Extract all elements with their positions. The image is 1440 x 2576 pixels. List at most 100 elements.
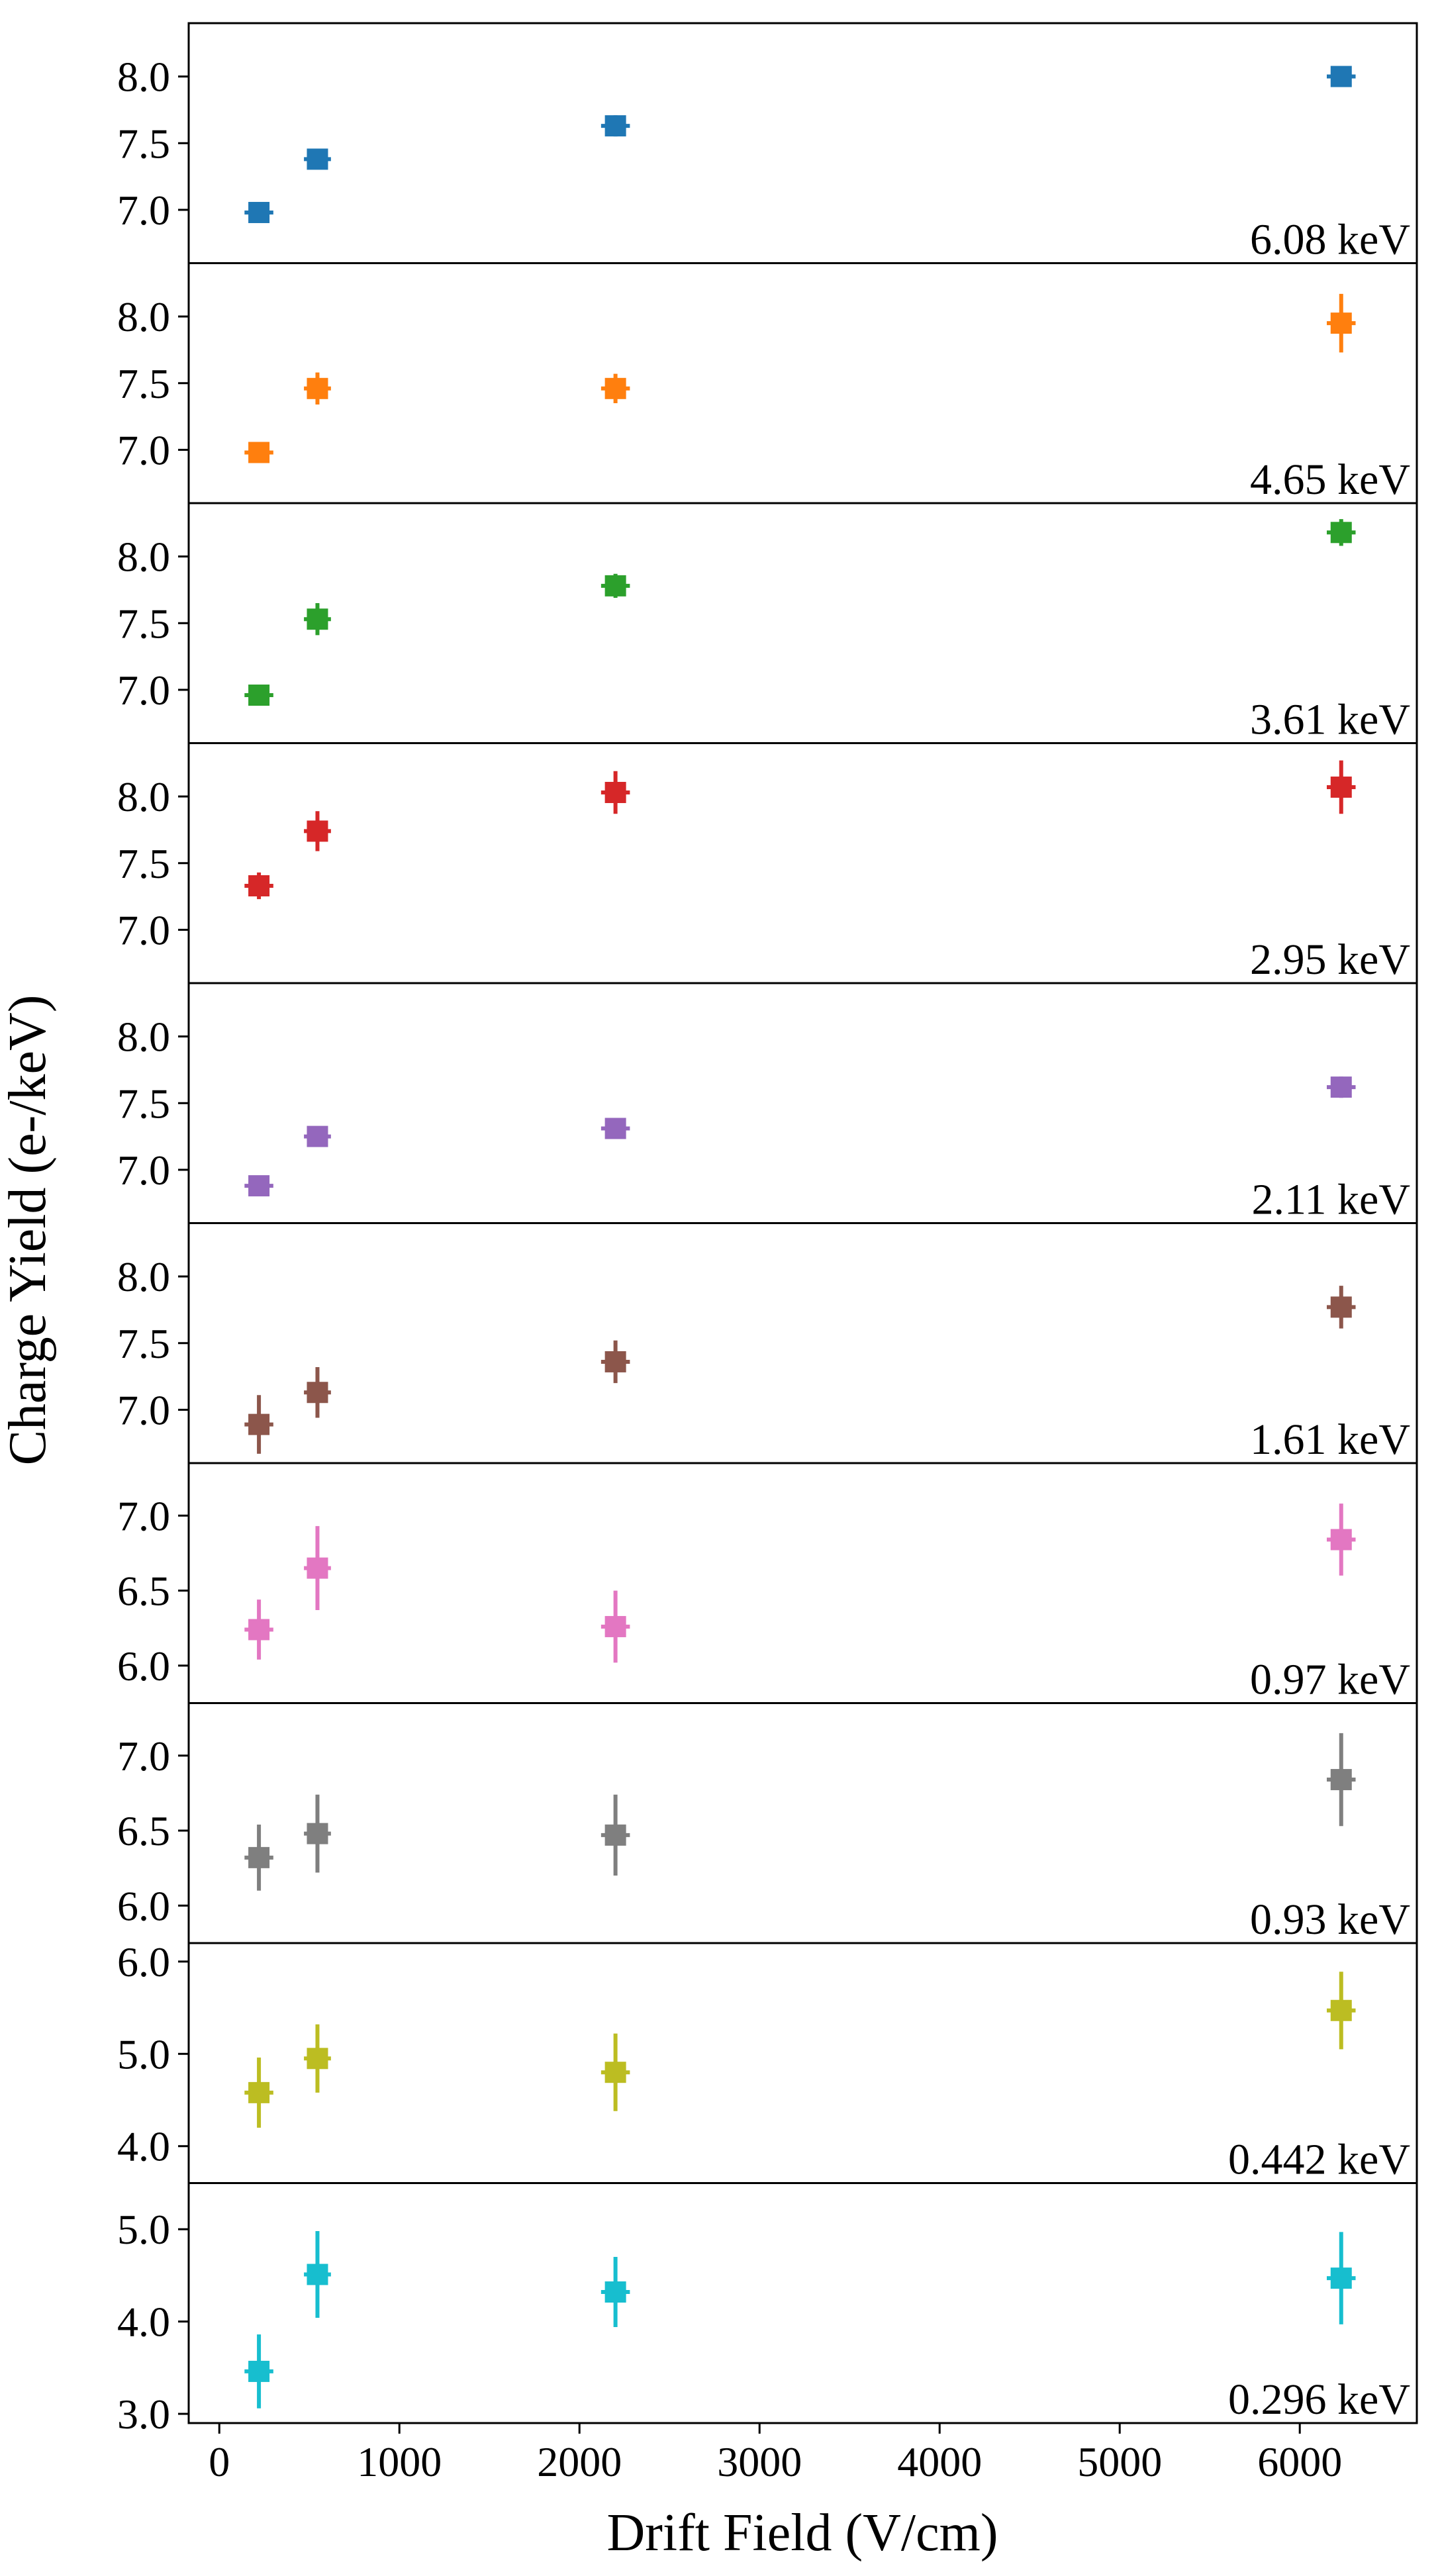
data-point bbox=[600, 2257, 630, 2327]
y-tick-label: 7.5 bbox=[117, 840, 170, 887]
y-tick-label: 6.5 bbox=[117, 1568, 170, 1615]
point-marker bbox=[248, 1413, 270, 1435]
panel-frame bbox=[187, 22, 1418, 264]
point-marker bbox=[604, 1351, 626, 1372]
point-marker bbox=[307, 820, 328, 842]
panel-5: 7.0 7.5 8.0 2.11 keV bbox=[117, 982, 1418, 1224]
y-tick-label: 5.0 bbox=[117, 2030, 170, 2077]
point-marker bbox=[307, 1382, 328, 1404]
point-marker bbox=[248, 442, 270, 463]
panel-energy-label: 4.65 keV bbox=[1250, 455, 1410, 504]
data-point bbox=[1327, 1286, 1356, 1329]
data-point bbox=[304, 1526, 331, 1611]
data-point bbox=[304, 1125, 331, 1147]
panel-frame bbox=[187, 1222, 1418, 1464]
panel-frame bbox=[187, 1702, 1418, 1944]
panel-9: 4.0 5.0 6.0 0.442 keV bbox=[117, 1938, 1418, 2184]
point-marker bbox=[307, 377, 328, 399]
y-axis-title: Charge Yield (e-/keV) bbox=[0, 995, 57, 1466]
panel-frame bbox=[187, 2182, 1418, 2424]
data-point bbox=[304, 2231, 331, 2318]
panel-energy-label: 6.08 keV bbox=[1250, 216, 1410, 264]
y-tick-label: 4.0 bbox=[117, 2123, 170, 2170]
y-tick-label: 8.0 bbox=[117, 54, 170, 101]
point-marker bbox=[604, 2062, 626, 2083]
y-tick-label: 7.0 bbox=[117, 667, 170, 714]
data-point bbox=[304, 811, 331, 851]
data-point bbox=[1327, 519, 1356, 546]
x-tick-label: 2000 bbox=[537, 2438, 622, 2485]
point-marker bbox=[1330, 1769, 1352, 1791]
y-tick-label: 6.0 bbox=[117, 1643, 170, 1690]
panel-energy-label: 0.97 keV bbox=[1250, 1656, 1410, 1704]
y-tick-label: 6.5 bbox=[117, 1807, 170, 1854]
point-marker bbox=[1330, 1529, 1352, 1550]
point-marker bbox=[307, 1125, 328, 1147]
data-point bbox=[304, 2024, 331, 2093]
y-tick-label: 7.0 bbox=[117, 187, 170, 234]
data-point bbox=[244, 1175, 273, 1197]
data-point bbox=[244, 2057, 273, 2128]
point-marker bbox=[1330, 1999, 1352, 2021]
y-tick-label: 6.0 bbox=[117, 1882, 170, 1929]
panel-8: 6.0 6.5 7.0 0.93 keV bbox=[117, 1702, 1418, 1944]
data-point bbox=[1327, 293, 1356, 353]
y-tick-label: 7.5 bbox=[117, 120, 170, 167]
y-tick-label: 8.0 bbox=[117, 1253, 170, 1300]
point-marker bbox=[604, 1615, 626, 1637]
y-tick-label: 7.5 bbox=[117, 1320, 170, 1367]
data-point bbox=[304, 1794, 331, 1873]
panel-energy-label: 3.61 keV bbox=[1250, 696, 1410, 744]
point-marker bbox=[1330, 66, 1352, 87]
panel-2: 7.0 7.5 8.0 4.65 keV bbox=[117, 262, 1418, 504]
y-tick-label: 7.0 bbox=[117, 1492, 170, 1539]
data-point bbox=[304, 148, 331, 170]
point-marker bbox=[604, 2281, 626, 2303]
panel-frame bbox=[187, 1462, 1418, 1704]
panel-energy-label: 2.11 keV bbox=[1251, 1176, 1410, 1224]
data-point bbox=[1327, 1076, 1356, 1098]
data-point bbox=[600, 115, 630, 137]
data-point bbox=[244, 201, 273, 223]
y-tick-label: 8.0 bbox=[117, 293, 170, 340]
data-point bbox=[244, 1395, 273, 1454]
point-marker bbox=[248, 875, 270, 896]
data-point bbox=[1327, 760, 1356, 814]
point-marker bbox=[1330, 1076, 1352, 1098]
y-tick-label: 7.5 bbox=[117, 1080, 170, 1127]
point-marker bbox=[604, 115, 626, 137]
y-tick-label: 7.5 bbox=[117, 600, 170, 647]
panel-energy-label: 2.95 keV bbox=[1250, 935, 1410, 984]
point-marker bbox=[248, 1175, 270, 1197]
point-marker bbox=[1330, 1296, 1352, 1318]
data-point bbox=[244, 685, 273, 706]
y-tick-label: 8.0 bbox=[117, 773, 170, 820]
y-tick-label: 7.0 bbox=[117, 426, 170, 473]
point-marker bbox=[248, 1846, 270, 1868]
data-point bbox=[244, 872, 273, 900]
panel-energy-label: 0.442 keV bbox=[1228, 2136, 1410, 2184]
data-point bbox=[1327, 1503, 1356, 1576]
data-point bbox=[244, 442, 273, 463]
panel-10: 3.0 4.0 5.0 0.296 keV bbox=[117, 2182, 1418, 2438]
data-point bbox=[304, 603, 331, 636]
data-point bbox=[600, 1590, 630, 1663]
data-point bbox=[1327, 66, 1356, 87]
x-tick-label: 0 bbox=[209, 2438, 230, 2485]
data-point bbox=[600, 573, 630, 598]
y-tick-label: 8.0 bbox=[117, 534, 170, 581]
panel-frame bbox=[187, 262, 1418, 504]
x-axis-title: Drift Field (V/cm) bbox=[607, 2504, 998, 2562]
point-marker bbox=[1330, 776, 1352, 798]
x-tick-label: 6000 bbox=[1257, 2438, 1342, 2485]
point-marker bbox=[248, 2081, 270, 2103]
panel-energy-label: 0.296 keV bbox=[1228, 2375, 1410, 2424]
panel-frame bbox=[187, 742, 1418, 984]
y-tick-label: 7.0 bbox=[117, 1733, 170, 1780]
point-marker bbox=[1330, 312, 1352, 334]
point-marker bbox=[1330, 2267, 1352, 2289]
point-marker bbox=[307, 2264, 328, 2285]
panel-frame bbox=[187, 502, 1418, 744]
point-marker bbox=[604, 377, 626, 399]
